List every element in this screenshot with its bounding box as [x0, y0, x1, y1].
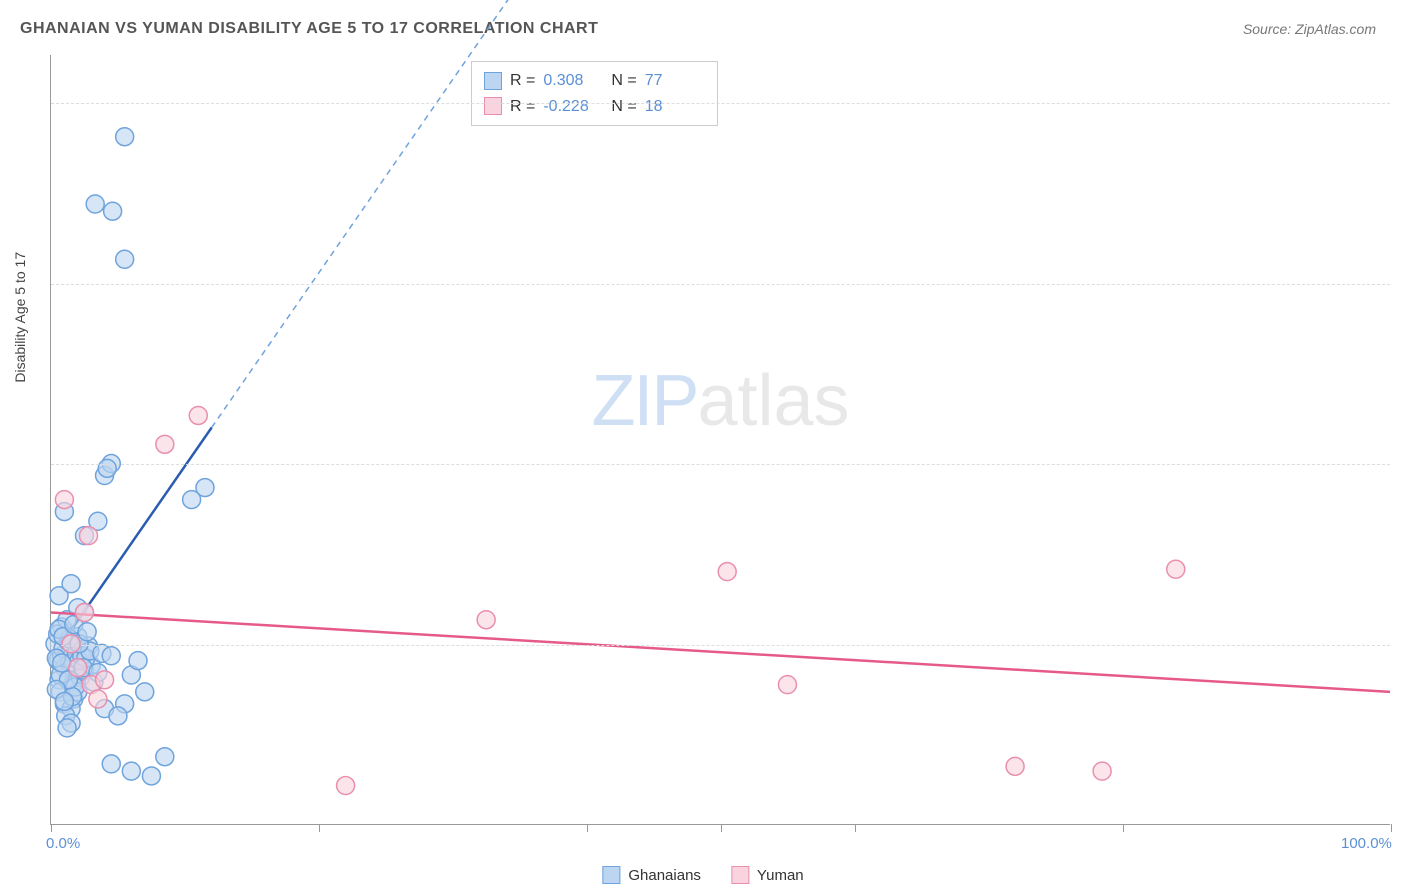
legend-label-ghanaians: Ghanaians	[628, 867, 701, 884]
scatter-point-yuman	[75, 604, 93, 622]
scatter-point-yuman	[1167, 560, 1185, 578]
x-tick	[1123, 824, 1124, 832]
plot-area: ZIPatlas R = 0.308 N = 77 R = -0.228 N =…	[50, 55, 1390, 825]
legend-swatch-ghanaians	[484, 72, 502, 90]
scatter-point-yuman	[69, 659, 87, 677]
n-label: N =	[611, 68, 636, 94]
r-label: R =	[510, 94, 535, 120]
scatter-point-ghanaians	[142, 767, 160, 785]
scatter-plot-svg	[51, 55, 1390, 824]
x-tick	[855, 824, 856, 832]
r-value-ghanaians: 0.308	[543, 68, 603, 94]
legend-item-yuman: Yuman	[731, 866, 804, 884]
legend-swatch-yuman	[484, 97, 502, 115]
scatter-point-ghanaians	[122, 762, 140, 780]
scatter-point-ghanaians	[98, 459, 116, 477]
gridline-h	[51, 103, 1390, 104]
gridline-h	[51, 464, 1390, 465]
scatter-point-yuman	[79, 527, 97, 545]
scatter-point-yuman	[477, 611, 495, 629]
scatter-point-ghanaians	[55, 692, 73, 710]
scatter-point-yuman	[1093, 762, 1111, 780]
n-label: N =	[611, 94, 636, 120]
chart-container: Disability Age 5 to 17 ZIPatlas R = 0.30…	[50, 55, 1390, 825]
scatter-point-ghanaians	[129, 652, 147, 670]
scatter-point-ghanaians	[116, 128, 134, 146]
scatter-point-ghanaians	[116, 250, 134, 268]
chart-header: GHANAIAN VS YUMAN DISABILITY AGE 5 TO 17…	[0, 0, 1406, 48]
n-value-ghanaians: 77	[645, 68, 705, 94]
scatter-point-ghanaians	[102, 755, 120, 773]
gridline-h	[51, 645, 1390, 646]
scatter-point-ghanaians	[196, 479, 214, 497]
x-tick	[587, 824, 588, 832]
scatter-point-ghanaians	[104, 202, 122, 220]
scatter-point-yuman	[1006, 757, 1024, 775]
scatter-point-yuman	[189, 406, 207, 424]
trend-line-yuman	[51, 613, 1390, 692]
scatter-point-ghanaians	[156, 748, 174, 766]
scatter-point-yuman	[55, 491, 73, 509]
scatter-point-yuman	[778, 676, 796, 694]
legend-swatch-bottom-ghanaians	[602, 866, 620, 884]
legend-swatch-bottom-yuman	[731, 866, 749, 884]
chart-title: GHANAIAN VS YUMAN DISABILITY AGE 5 TO 17…	[20, 20, 598, 38]
scatter-point-yuman	[96, 671, 114, 689]
legend-item-ghanaians: Ghanaians	[602, 866, 701, 884]
legend-row-ghanaians: R = 0.308 N = 77	[484, 68, 705, 94]
series-legend: Ghanaians Yuman	[602, 866, 803, 884]
scatter-point-yuman	[718, 563, 736, 581]
scatter-point-yuman	[156, 435, 174, 453]
n-value-yuman: 18	[645, 94, 705, 120]
x-tick	[721, 824, 722, 832]
scatter-point-ghanaians	[78, 623, 96, 641]
x-tick	[51, 824, 52, 832]
legend-label-yuman: Yuman	[757, 867, 804, 884]
gridline-h	[51, 284, 1390, 285]
x-tick-label: 100.0%	[1341, 835, 1392, 852]
y-axis-label: Disability Age 5 to 17	[12, 252, 28, 383]
x-tick	[1391, 824, 1392, 832]
scatter-point-ghanaians	[109, 707, 127, 725]
legend-row-yuman: R = -0.228 N = 18	[484, 94, 705, 120]
source-attribution: Source: ZipAtlas.com	[1243, 21, 1376, 37]
scatter-point-yuman	[337, 777, 355, 795]
x-tick	[319, 824, 320, 832]
scatter-point-ghanaians	[136, 683, 154, 701]
scatter-point-ghanaians	[53, 654, 71, 672]
correlation-legend: R = 0.308 N = 77 R = -0.228 N = 18	[471, 61, 718, 126]
x-tick-label: 0.0%	[46, 835, 80, 852]
scatter-point-ghanaians	[102, 647, 120, 665]
scatter-point-ghanaians	[58, 719, 76, 737]
scatter-point-ghanaians	[86, 195, 104, 213]
scatter-point-yuman	[89, 690, 107, 708]
r-value-yuman: -0.228	[543, 94, 603, 120]
scatter-point-ghanaians	[62, 575, 80, 593]
r-label: R =	[510, 68, 535, 94]
